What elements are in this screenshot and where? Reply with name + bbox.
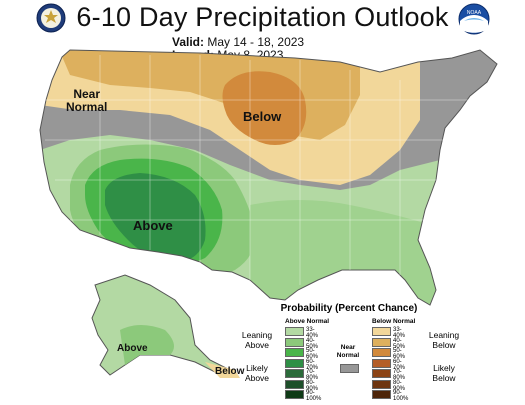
legend-above-swatch — [285, 358, 304, 368]
above-60-70-region — [105, 173, 206, 262]
legend-above-swatch — [285, 327, 304, 336]
valid-value: May 14 - 18, 2023 — [207, 35, 305, 49]
us-department-of-commerce-seal-icon — [36, 3, 66, 33]
legend-above-range: 33-40% — [306, 327, 319, 339]
valid-label: Valid: — [172, 35, 205, 49]
legend-near-normal-swatch — [340, 364, 359, 373]
legend-below-swatch — [372, 348, 391, 357]
legend-title: Probability (Percent Chance) — [280, 303, 418, 314]
legend-likely-below: Likely Below — [432, 363, 456, 383]
below-label: Below — [243, 109, 282, 124]
legend-below-swatch — [372, 390, 391, 399]
legend-below-range: 90-100% — [393, 390, 409, 402]
legend-below-range: 50-60% — [393, 348, 406, 360]
legend-likely-above: Likely Above — [244, 363, 270, 383]
below-50-60-region — [222, 71, 307, 145]
alaska-below-label: Below — [215, 366, 245, 377]
legend-below-swatch — [372, 379, 391, 389]
noaa-logo-icon: NOAA — [458, 3, 490, 35]
legend-above-swatch — [285, 390, 304, 399]
legend-below-range: 70-80% — [393, 369, 406, 381]
legend-above-swatch — [285, 337, 304, 347]
legend-below-header: Below Normal — [372, 318, 416, 325]
legend-above-range: 80-90% — [306, 379, 319, 392]
legend-near-normal-label: Near Normal — [336, 344, 360, 359]
legend-leaning-below: Leaning Below — [428, 330, 460, 350]
legend-below-range: 60-70% — [393, 358, 406, 371]
legend-below-swatch — [372, 337, 391, 347]
legend-below-swatch — [372, 369, 391, 378]
legend-below-range: 40-50% — [393, 337, 406, 350]
legend-above-swatch — [285, 379, 304, 389]
legend-below-swatch — [372, 358, 391, 368]
legend-above-range: 50-60% — [306, 348, 319, 360]
alaska-above-region — [120, 325, 174, 365]
alaska-above-label: Above — [117, 343, 148, 354]
near-normal-label: Near Normal — [66, 87, 108, 114]
state-borders — [45, 55, 480, 285]
legend-above-header: Above Normal — [285, 318, 330, 325]
alaska-below-region — [205, 362, 240, 378]
legend-below-range: 80-90% — [393, 379, 406, 392]
legend-above-swatch — [285, 369, 304, 378]
legend-leaning-above: Leaning Above — [241, 330, 273, 350]
above-label: Above — [133, 218, 173, 233]
noaa-logo-text: NOAA — [467, 10, 482, 16]
legend-above-range: 60-70% — [306, 358, 319, 371]
page-title: 6-10 Day Precipitation Outlook — [76, 2, 449, 32]
valid-dates: Valid: May 14 - 18, 2023 — [172, 35, 304, 49]
legend-below-swatch — [372, 327, 391, 336]
legend: Probability (Percent Chance) Above Norma… — [231, 296, 467, 402]
legend-above-range: 90-100% — [306, 390, 322, 402]
legend-above-swatch — [285, 348, 304, 357]
legend-below-range: 33-40% — [393, 327, 406, 339]
legend-above-range: 70-80% — [306, 369, 319, 381]
legend-above-range: 40-50% — [306, 337, 319, 350]
alaska-region — [91, 274, 232, 376]
